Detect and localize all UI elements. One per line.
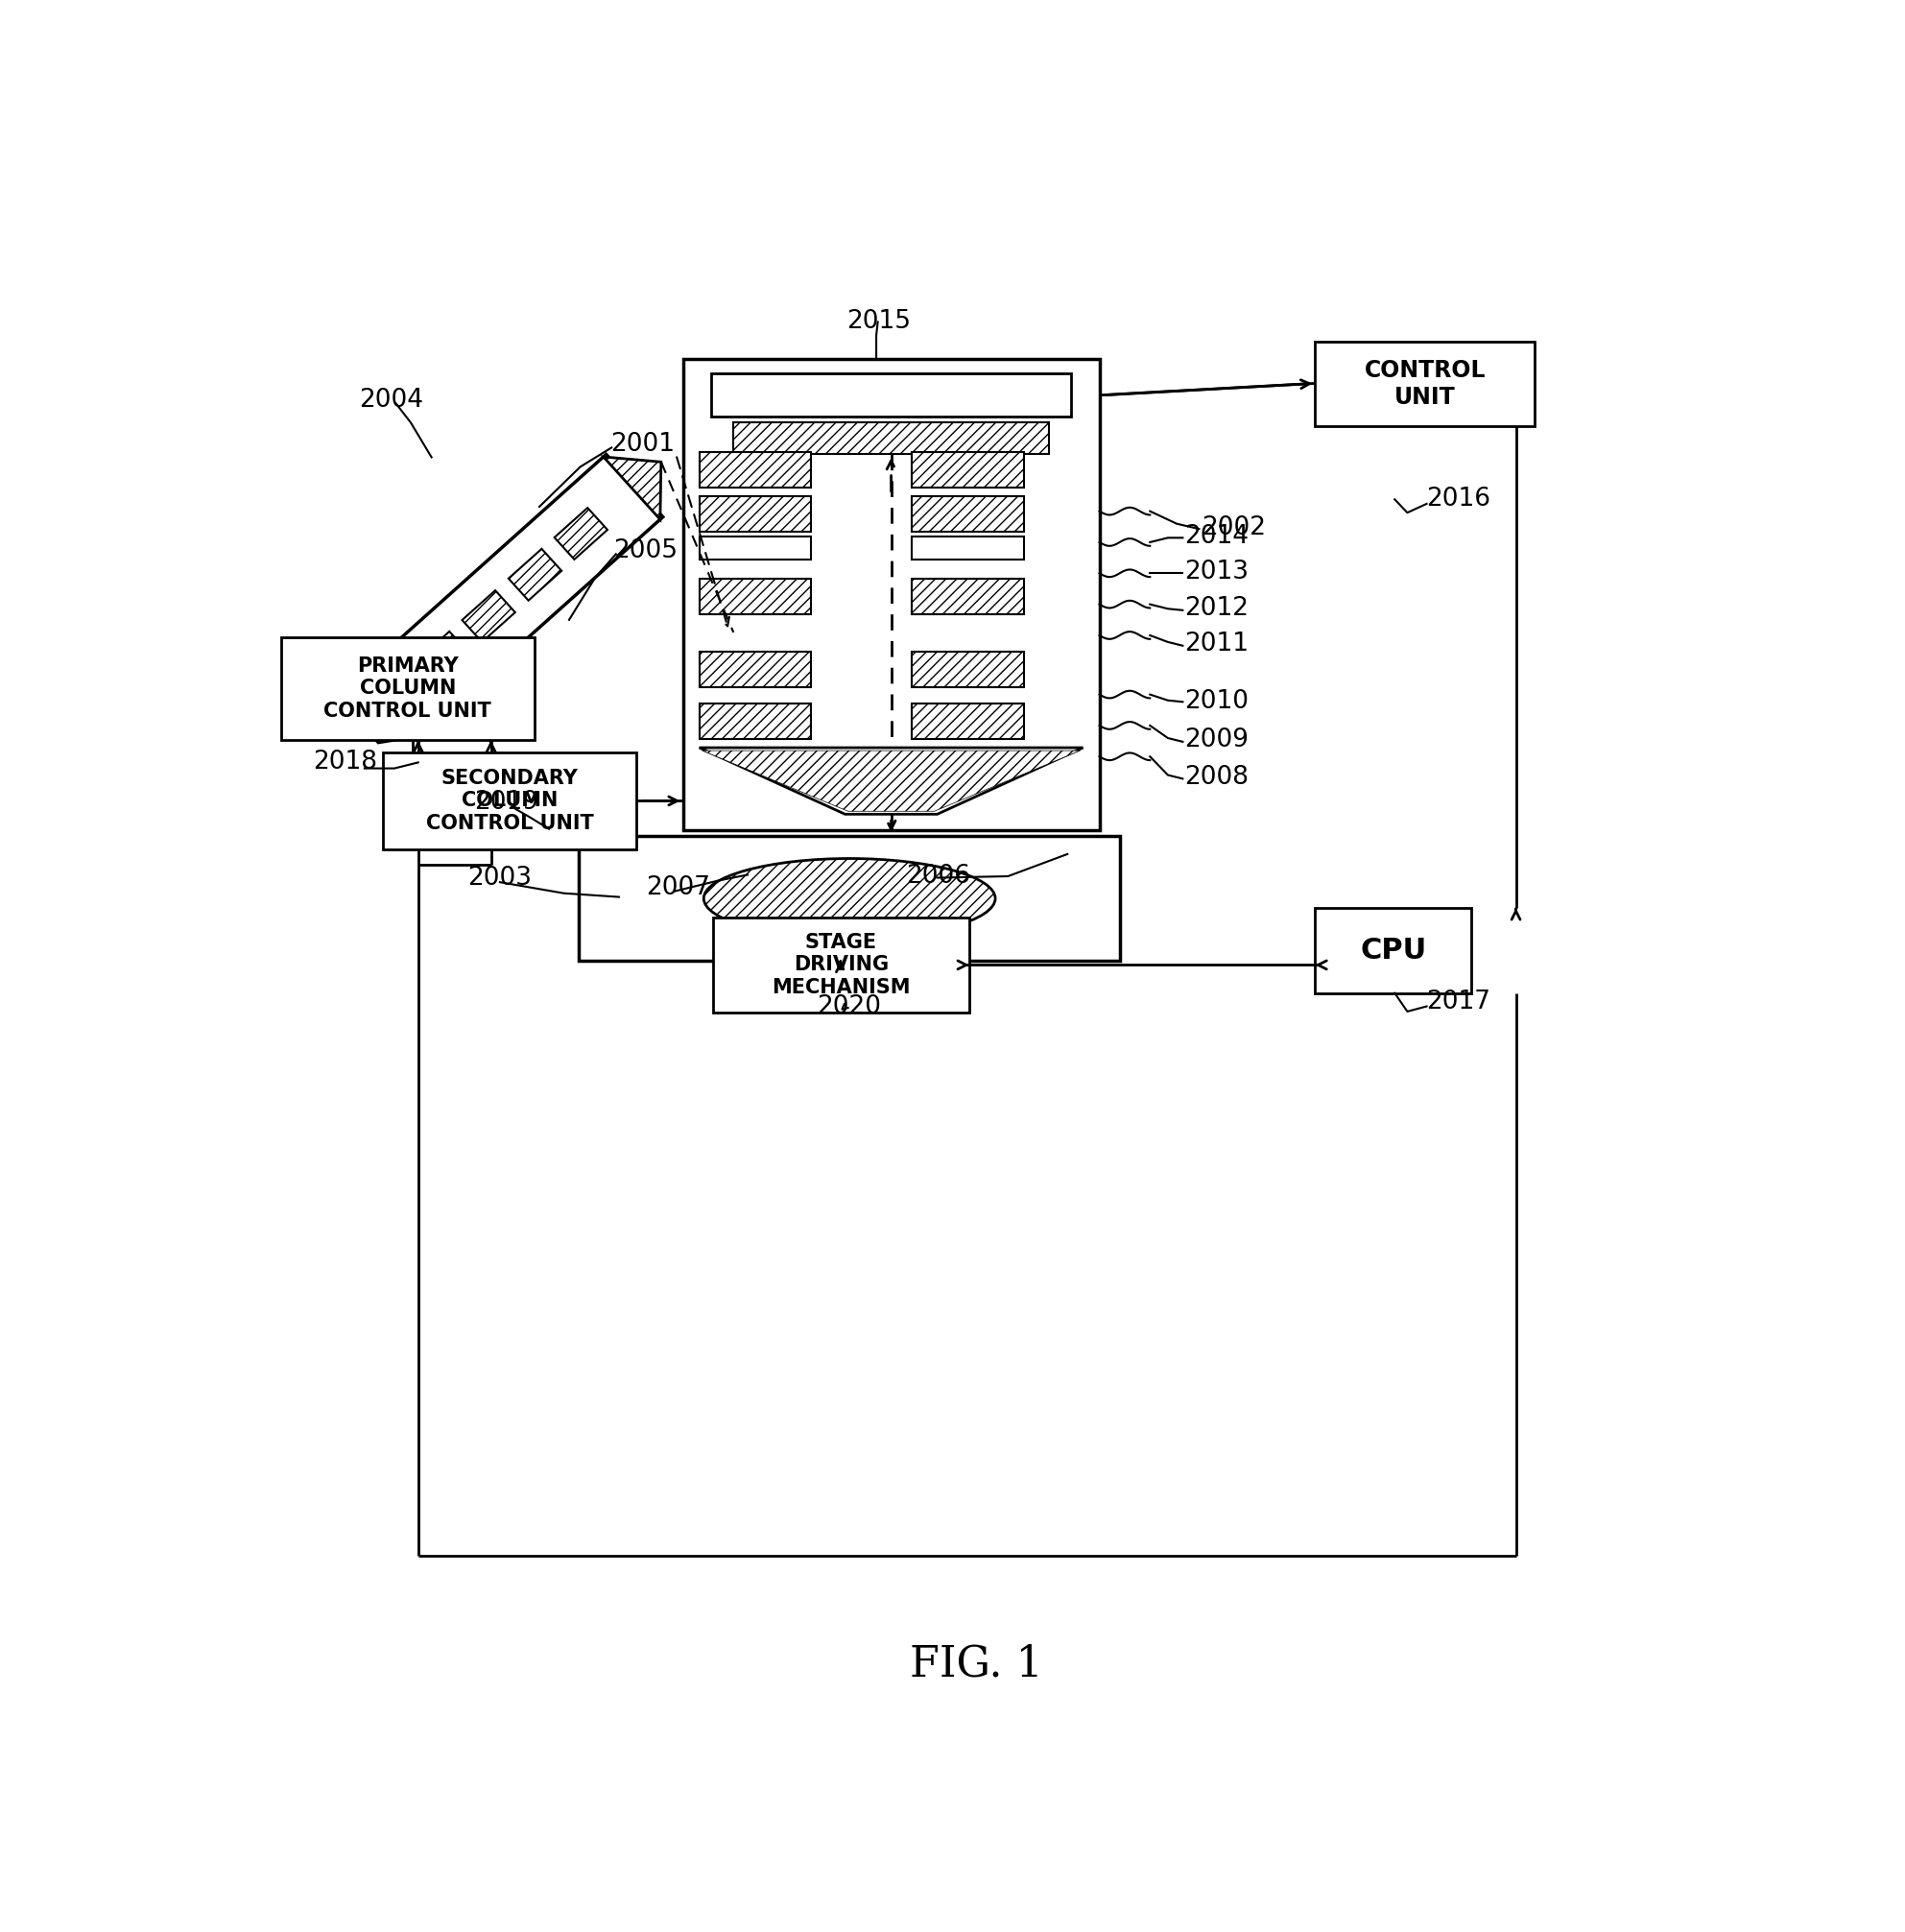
Text: CPU: CPU [1360, 937, 1427, 964]
Polygon shape [509, 549, 562, 601]
Text: SECONDARY
COLUMN
CONTROL UNIT: SECONDARY COLUMN CONTROL UNIT [425, 769, 594, 833]
Polygon shape [351, 674, 417, 742]
Text: 2004: 2004 [358, 388, 423, 413]
Bar [1314, 342, 1535, 427]
Bar [912, 497, 1023, 531]
Text: 2008: 2008 [1185, 765, 1248, 790]
Bar [733, 423, 1050, 454]
Text: 2003: 2003 [467, 866, 531, 891]
Polygon shape [703, 752, 1080, 811]
Text: CONTROL
UNIT: CONTROL UNIT [1364, 359, 1486, 408]
Polygon shape [360, 454, 663, 736]
Text: 2014: 2014 [1185, 524, 1248, 549]
Bar [699, 703, 812, 738]
Bar [912, 537, 1023, 560]
Text: 2011: 2011 [1185, 632, 1248, 657]
Polygon shape [554, 508, 608, 560]
Bar [579, 837, 1120, 960]
Bar [699, 580, 812, 614]
Bar [912, 580, 1023, 614]
Text: 2002: 2002 [1202, 516, 1265, 539]
Polygon shape [699, 748, 1084, 813]
Ellipse shape [703, 858, 994, 939]
Text: 2006: 2006 [907, 864, 970, 889]
Text: STAGE
DRIVING
MECHANISM: STAGE DRIVING MECHANISM [772, 933, 911, 997]
Polygon shape [415, 632, 469, 684]
Text: 2005: 2005 [613, 539, 678, 564]
Text: PRIMARY
COLUMN
CONTROL UNIT: PRIMARY COLUMN CONTROL UNIT [324, 657, 491, 721]
Polygon shape [604, 456, 661, 520]
Bar [711, 373, 1071, 417]
Text: 2016: 2016 [1427, 487, 1492, 512]
Text: 2012: 2012 [1185, 597, 1248, 622]
Bar [712, 918, 970, 1012]
Text: 2007: 2007 [646, 875, 711, 900]
Bar [699, 537, 812, 560]
Bar [383, 753, 636, 848]
Text: 2015: 2015 [846, 309, 911, 334]
Bar [682, 359, 1099, 831]
Text: FIG. 1: FIG. 1 [911, 1644, 1042, 1685]
Text: 2018: 2018 [312, 750, 377, 775]
Text: 2013: 2013 [1185, 558, 1248, 583]
Text: 2001: 2001 [610, 433, 674, 458]
Polygon shape [463, 591, 514, 641]
Bar [912, 703, 1023, 738]
Bar [912, 452, 1023, 487]
Bar [699, 452, 812, 487]
Text: 2020: 2020 [817, 993, 882, 1018]
Bar [282, 638, 533, 740]
Text: 2017: 2017 [1427, 989, 1492, 1014]
Bar [1314, 908, 1471, 993]
Text: 2019: 2019 [474, 790, 539, 815]
Bar [699, 497, 812, 531]
Bar [699, 651, 812, 688]
Bar [912, 651, 1023, 688]
Text: 2009: 2009 [1185, 728, 1248, 753]
Text: 2010: 2010 [1185, 688, 1248, 713]
